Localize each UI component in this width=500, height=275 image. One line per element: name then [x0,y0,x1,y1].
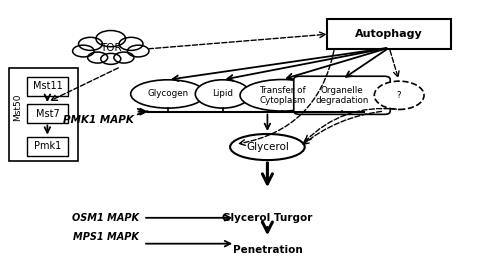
Text: Autophagy: Autophagy [356,29,423,39]
Text: Transfer of
Cytoplasm: Transfer of Cytoplasm [259,86,306,105]
Circle shape [72,45,94,57]
Text: MPS1 MAPK: MPS1 MAPK [73,232,138,242]
Circle shape [78,37,102,50]
Text: Organelle
degradation: Organelle degradation [316,86,368,105]
Text: ?: ? [397,91,402,100]
Text: OSM1 MAPK: OSM1 MAPK [72,213,140,223]
Circle shape [88,52,108,63]
Text: Glycogen: Glycogen [148,89,188,98]
Text: TOR: TOR [100,43,122,53]
Ellipse shape [130,80,206,108]
Circle shape [119,37,143,50]
Text: Pmk1: Pmk1 [34,141,61,151]
Ellipse shape [374,81,424,109]
Text: Glycerol Turgor: Glycerol Turgor [222,213,312,223]
Text: Glycerol: Glycerol [246,142,289,152]
Text: Mst11: Mst11 [32,81,62,92]
Circle shape [96,31,126,47]
Circle shape [101,53,121,64]
FancyBboxPatch shape [27,137,68,156]
Text: Penetration: Penetration [232,246,302,255]
FancyBboxPatch shape [27,104,68,123]
Text: Lipid: Lipid [212,89,233,98]
Ellipse shape [230,134,304,160]
Text: Mst50: Mst50 [14,94,22,121]
FancyBboxPatch shape [9,68,78,161]
Ellipse shape [240,79,324,111]
FancyBboxPatch shape [327,19,452,49]
Circle shape [114,52,134,63]
FancyBboxPatch shape [294,76,390,114]
Text: PMK1 MAPK: PMK1 MAPK [63,115,134,125]
FancyBboxPatch shape [27,77,68,96]
Ellipse shape [196,80,250,108]
Text: Mst7: Mst7 [36,109,60,119]
Circle shape [128,45,149,57]
